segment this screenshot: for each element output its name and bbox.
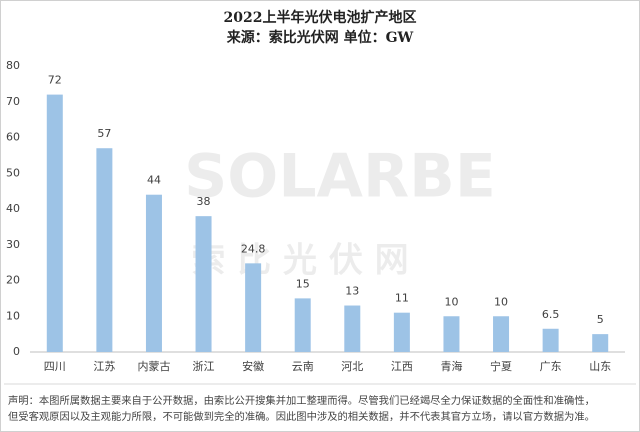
watermark: SOLARBE [184, 142, 496, 212]
bar [344, 305, 361, 352]
value-label: 10 [494, 295, 508, 308]
bar [294, 298, 311, 352]
y-tick-label: 0 [13, 345, 20, 358]
value-label: 15 [296, 277, 310, 290]
value-label: 38 [197, 195, 211, 208]
x-tick-label: 宁夏 [490, 359, 512, 373]
y-tick-label: 30 [6, 238, 20, 251]
x-tick-label: 青海 [440, 359, 462, 373]
chart-subtitle: 来源：索比光伏网 单位：GW [226, 29, 414, 46]
x-tick-label: 广东 [540, 360, 562, 373]
bar [393, 312, 410, 352]
y-tick-label: 80 [6, 59, 20, 72]
bar [542, 328, 559, 352]
y-tick-label: 60 [6, 131, 20, 144]
value-label: 72 [48, 74, 62, 87]
bar [592, 334, 609, 352]
note: 但受客观原因以及主观能力所限，不可能做到完全的准确。因此图中涉及的相关数据，并不… [8, 410, 595, 423]
bar [443, 316, 460, 352]
x-tick-label: 浙江 [193, 360, 215, 373]
value-label: 10 [444, 295, 458, 308]
y-tick-label: 20 [6, 274, 20, 287]
note: 声明：本图所属数据主要来自于公开数据，由索比公开搜集并加工整理而得。尽管我们已经… [8, 394, 595, 407]
y-tick-label: 50 [6, 166, 20, 179]
y-tick-label: 10 [6, 309, 20, 322]
bar [96, 148, 113, 352]
y-tick-label: 40 [6, 202, 20, 215]
watermark: 索 比 光 伏 网 [191, 241, 408, 281]
bar [46, 94, 63, 352]
chart-title: 2022上半年光伏电池扩产地区 [224, 9, 417, 26]
value-label: 11 [395, 292, 409, 305]
value-label: 57 [97, 127, 111, 140]
y-tick-label: 70 [6, 95, 20, 108]
x-tick-label: 江西 [391, 360, 413, 373]
x-tick-label: 四川 [44, 360, 66, 373]
value-label: 13 [345, 285, 359, 298]
x-tick-label: 安徽 [242, 359, 264, 373]
bar [245, 263, 262, 352]
x-tick-label: 河北 [341, 360, 363, 373]
x-tick-label: 山东 [589, 360, 611, 373]
bar [145, 194, 162, 352]
value-label: 5 [597, 313, 604, 326]
value-label: 24.8 [241, 242, 266, 255]
x-tick-label: 内蒙古 [137, 359, 170, 373]
x-tick-label: 云南 [292, 360, 314, 373]
value-label: 6.5 [542, 308, 560, 321]
bar [493, 316, 510, 352]
x-tick-label: 江苏 [93, 360, 115, 373]
bar [195, 216, 212, 352]
value-label: 44 [147, 174, 161, 187]
